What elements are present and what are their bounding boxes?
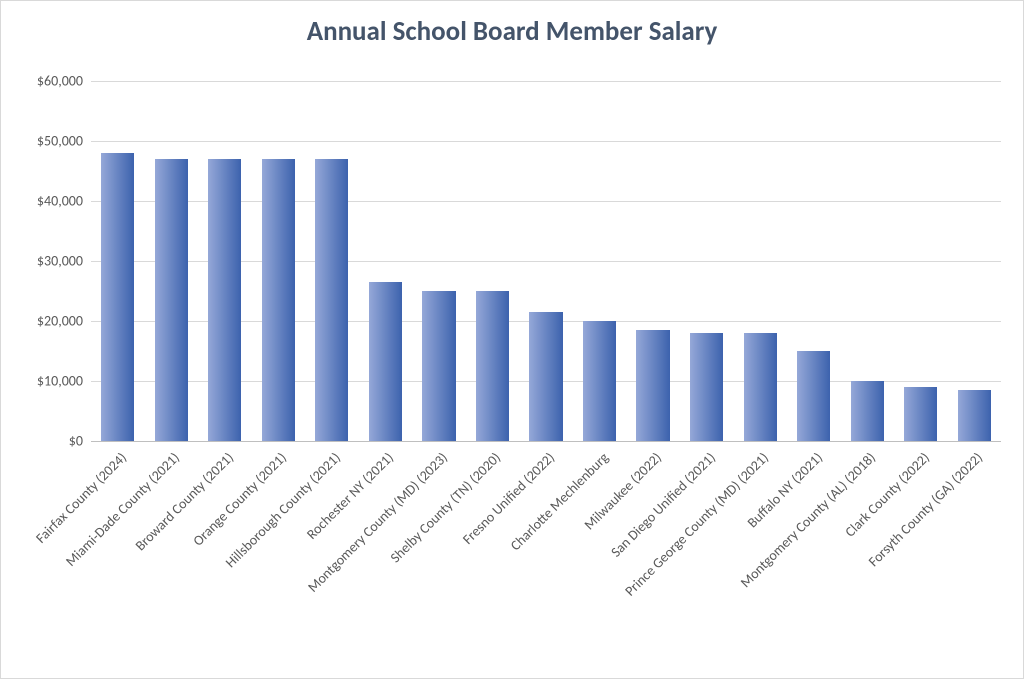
- bar: [851, 381, 884, 441]
- bar: [636, 330, 669, 441]
- bar: [744, 333, 777, 441]
- bar: [904, 387, 937, 441]
- bar: [476, 291, 509, 441]
- y-tick-label: $60,000: [37, 73, 83, 90]
- bar: [155, 159, 188, 441]
- y-tick-label: $30,000: [37, 253, 83, 270]
- bar: [315, 159, 348, 441]
- bar: [101, 153, 134, 441]
- x-tick-label: Broward County (2021): [132, 449, 237, 554]
- bar: [208, 159, 241, 441]
- chart-frame: Annual School Board Member Salary $0$10,…: [0, 0, 1024, 679]
- bar: [958, 390, 991, 441]
- y-tick-label: $20,000: [37, 313, 83, 330]
- bar: [690, 333, 723, 441]
- y-tick-label: $10,000: [37, 373, 83, 390]
- x-tick-label: Orange County (2021): [190, 449, 290, 549]
- bar: [369, 282, 402, 441]
- bar: [529, 312, 562, 441]
- x-tick-label: Fresno Unified (2022): [459, 449, 558, 548]
- plot-area: $0$10,000$20,000$30,000$40,000$50,000$60…: [91, 81, 1001, 441]
- bar: [797, 351, 830, 441]
- x-tick-label: Fairfax County (2024): [32, 449, 130, 547]
- y-tick-label: $50,000: [37, 133, 83, 150]
- chart-title: Annual School Board Member Salary: [1, 15, 1023, 48]
- x-axis-labels: Fairfax County (2024)Miami-Dade County (…: [91, 441, 1001, 671]
- bar: [262, 159, 295, 441]
- y-tick-label: $40,000: [37, 193, 83, 210]
- y-tick-label: $0: [69, 433, 83, 450]
- bar: [583, 321, 616, 441]
- bar: [422, 291, 455, 441]
- x-tick-label: Charlotte Mechlenburg: [506, 449, 611, 554]
- x-tick-label: San Diego Unified (2021): [607, 449, 719, 561]
- bar-series: [91, 81, 1001, 441]
